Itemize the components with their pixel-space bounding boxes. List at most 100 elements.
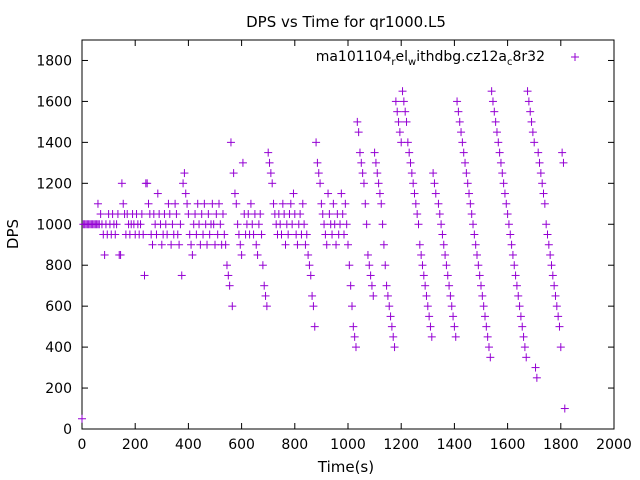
data-point xyxy=(524,97,533,106)
data-point xyxy=(266,169,275,178)
data-point xyxy=(340,230,349,239)
data-point xyxy=(345,261,354,270)
y-tick-label: 1600 xyxy=(36,94,72,110)
x-tick-label: 1200 xyxy=(383,437,419,453)
data-point xyxy=(462,169,471,178)
data-point xyxy=(236,240,245,249)
data-point xyxy=(398,87,407,96)
data-point xyxy=(171,199,180,208)
data-point xyxy=(253,250,262,259)
data-point xyxy=(417,250,426,259)
data-point xyxy=(502,199,511,208)
data-point xyxy=(313,158,322,167)
data-point xyxy=(355,148,364,157)
data-point xyxy=(480,312,489,321)
data-point xyxy=(518,322,527,331)
data-point xyxy=(346,281,355,290)
data-point xyxy=(317,199,326,208)
data-point xyxy=(116,250,125,259)
data-point xyxy=(482,322,491,331)
data-point xyxy=(214,199,223,208)
data-point xyxy=(257,230,266,239)
data-point xyxy=(382,281,391,290)
data-point xyxy=(305,261,314,270)
data-point xyxy=(269,199,278,208)
data-point xyxy=(181,189,190,198)
data-point xyxy=(167,240,176,249)
data-point xyxy=(423,302,432,311)
data-point xyxy=(337,189,346,198)
data-point xyxy=(534,148,543,157)
data-point xyxy=(281,240,290,249)
data-point xyxy=(252,240,261,249)
data-point xyxy=(427,332,436,341)
data-point xyxy=(375,189,384,198)
data-point xyxy=(232,199,241,208)
y-tick-label: 1200 xyxy=(36,176,72,192)
data-point xyxy=(558,148,567,157)
x-axis: 0 200 400 600 800 1000 1200 1400 1600 1800 2000 xyxy=(78,40,632,453)
data-point xyxy=(306,271,315,280)
data-point xyxy=(394,117,403,126)
data-point xyxy=(522,353,531,362)
data-point xyxy=(393,107,402,116)
data-point xyxy=(344,240,352,249)
data-point xyxy=(369,291,378,300)
data-point xyxy=(434,199,443,208)
data-point xyxy=(510,261,519,270)
data-point xyxy=(157,240,166,249)
data-point xyxy=(187,240,196,249)
data-point xyxy=(237,250,246,259)
data-point xyxy=(528,128,537,137)
data-point xyxy=(347,302,356,311)
data-point xyxy=(387,322,396,331)
data-point xyxy=(338,210,347,219)
x-tick-label: 0 xyxy=(78,437,87,453)
data-point xyxy=(419,271,428,280)
chart-title: DPS vs Time for qr1000.L5 xyxy=(246,13,446,31)
data-point xyxy=(477,281,485,290)
data-point xyxy=(176,220,185,229)
y-tick-label: 1800 xyxy=(36,53,72,69)
data-point xyxy=(478,291,487,300)
data-point xyxy=(484,343,493,352)
data-point xyxy=(261,291,270,300)
data-point xyxy=(496,158,505,167)
legend-marker-plus xyxy=(571,53,579,61)
data-point xyxy=(221,240,230,249)
data-point xyxy=(353,117,362,126)
data-point xyxy=(552,302,561,311)
data-point xyxy=(431,189,440,198)
data-point xyxy=(385,302,394,311)
x-tick-label: 600 xyxy=(228,437,255,453)
data-point xyxy=(204,210,213,219)
data-point xyxy=(117,179,126,188)
data-point xyxy=(78,414,86,423)
data-point xyxy=(386,312,395,321)
data-point xyxy=(507,240,516,249)
data-point xyxy=(495,148,504,157)
data-point xyxy=(153,189,162,198)
data-point xyxy=(284,230,293,239)
data-point xyxy=(459,148,468,157)
data-point xyxy=(445,281,454,290)
data-point xyxy=(486,353,495,362)
data-point xyxy=(463,179,472,188)
data-point xyxy=(351,343,360,352)
data-point xyxy=(411,199,420,208)
data-point xyxy=(390,343,399,352)
data-point xyxy=(238,158,247,167)
data-point xyxy=(362,220,371,229)
x-tick-label: 1600 xyxy=(490,437,526,453)
data-point xyxy=(429,169,438,178)
data-point xyxy=(487,87,496,96)
data-point xyxy=(447,302,456,311)
data-point xyxy=(418,261,427,270)
data-point xyxy=(377,199,386,208)
data-point xyxy=(492,128,501,137)
data-point xyxy=(512,281,521,290)
y-tick-label: 200 xyxy=(45,381,72,397)
data-point xyxy=(555,322,564,331)
data-point xyxy=(168,220,177,229)
